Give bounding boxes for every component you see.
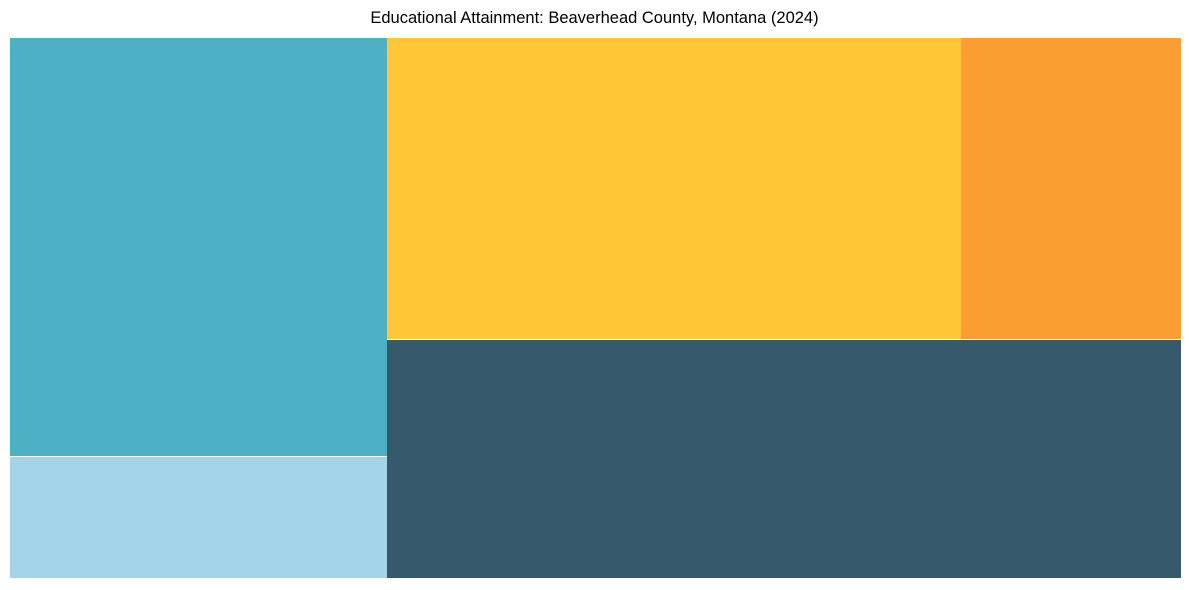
treemap-tile-amber[interactable]	[387, 38, 961, 339]
treemap-tile-light-blue[interactable]	[10, 457, 387, 578]
treemap-tile-dark-slate[interactable]	[387, 340, 1181, 578]
treemap-tile-orange[interactable]	[961, 38, 1181, 339]
treemap-tile-teal[interactable]	[10, 38, 387, 456]
chart-title: Educational Attainment: Beaverhead Count…	[370, 9, 819, 27]
